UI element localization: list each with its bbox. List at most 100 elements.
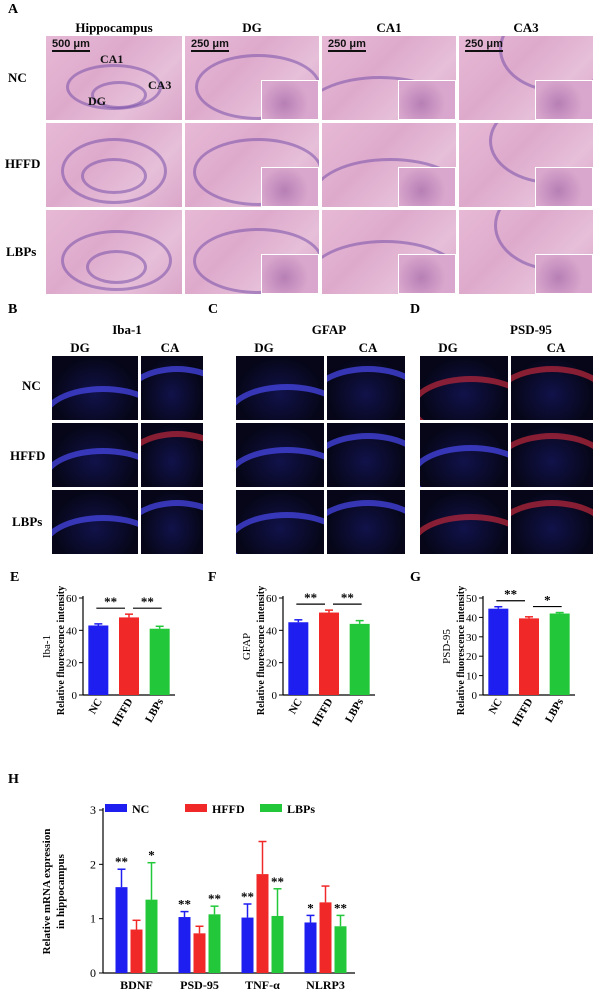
panel-c-col-dg: DG (254, 340, 274, 355)
y-tick-label: 2 (90, 857, 96, 871)
legend-label-lbps: LBPs (287, 802, 315, 816)
bar-hffd (193, 933, 206, 973)
significance-label: ** (115, 854, 128, 869)
panel-letter-b: B (8, 302, 18, 317)
significance-label: * (544, 593, 551, 608)
legend-swatch-hffd (185, 804, 207, 812)
x-tick-label: NLRP3 (306, 978, 345, 992)
region-label-ca3: CA3 (148, 78, 172, 92)
chart-g-psd95: 0 10 20 30 40 50 PSD-95 Relative fluorescence i… (441, 586, 575, 728)
y-axis-label: Relative fluorescence intensity (56, 586, 67, 715)
row-label-lbps: LBPs (6, 244, 37, 259)
he-image-hippocampus-nc: 500 μm CA1 CA3 DG (46, 36, 182, 120)
scale-bar: 250 μm (465, 38, 503, 52)
panel-letter-d: D (410, 302, 421, 317)
panel-letter-f: F (208, 570, 217, 585)
y-tick-label: 20 (66, 658, 78, 670)
significance-label: * (148, 848, 155, 863)
fluor-gfap-dg-lbps (236, 490, 324, 554)
significance-label: ** (504, 587, 517, 602)
bar-lbps (145, 899, 158, 973)
he-image-dg-hffd (185, 123, 319, 207)
panel-d-col-dg: DG (438, 340, 458, 355)
panel-c-title: GFAP (311, 322, 347, 337)
fluor-row-label-hffd: HFFD (10, 448, 46, 463)
bar-lbps (349, 623, 370, 695)
significance-label: ** (334, 900, 347, 915)
bar-nc (115, 887, 128, 973)
fluor-gfap-dg-hffd (236, 423, 324, 487)
y-tick-label: 0 (72, 690, 78, 702)
x-tick-label: NC (87, 696, 105, 716)
bar-hffd (319, 902, 332, 973)
fluor-gfap-ca-nc (327, 356, 405, 420)
panel-letter-h: H (8, 772, 19, 787)
fluor-psd95-dg-nc (420, 356, 508, 420)
panel-d-col-ca: CA (546, 340, 566, 355)
panel-b-title: Iba-1 (112, 322, 142, 337)
y-axis-label: Relative mRNA expression (41, 829, 53, 955)
col-header-ca1: CA1 (376, 20, 402, 35)
fluor-gfap-dg-nc (236, 356, 324, 420)
bar-hffd (256, 874, 269, 973)
significance-label: * (307, 900, 314, 915)
he-image-ca3-nc: 250 μm (459, 36, 593, 120)
panel-b-col-dg: DG (70, 340, 90, 355)
significance-label: ** (178, 897, 191, 912)
panel-letter-e: E (10, 570, 20, 585)
chart-e-iba1: 0 20 40 60 Iba-1 Relative fluorescence intens… (41, 586, 175, 728)
fluor-psd95-dg-lbps (420, 490, 508, 554)
x-tick-label: LBPs (143, 696, 167, 725)
he-image-hippocampus-lbps (46, 210, 182, 294)
fluor-iba1-dg-hffd (52, 423, 138, 487)
y-tick-label: 40 (466, 612, 478, 624)
x-tick-label: HFFD (510, 696, 535, 728)
he-image-dg-nc: 250 μm (185, 36, 319, 120)
row-label-nc: NC (8, 70, 27, 85)
y-axis-label-line2: in hippocampus (55, 853, 67, 929)
y-axis-label: Relative fluorescence intensity (456, 586, 467, 715)
y-tick-label: 0 (472, 690, 478, 702)
y-tick-label: 0 (90, 966, 96, 980)
y-axis-label-top: GFAP (241, 633, 253, 660)
x-tick-label: LBPs (343, 696, 367, 725)
bar-hffd (130, 929, 143, 973)
y-tick-label: 60 (266, 593, 278, 605)
x-tick-label: HFFD (110, 696, 135, 728)
panel-letter-a: A (8, 2, 19, 17)
fluor-gfap-ca-hffd (327, 423, 405, 487)
bar-nc (178, 917, 191, 973)
fluor-psd95-ca-nc (511, 356, 593, 420)
y-tick-label: 20 (266, 658, 278, 670)
bar-hffd (519, 618, 539, 695)
y-tick-label: 60 (66, 593, 78, 605)
chart-h-mrna: 0 1 2 3 Relative mRNA expression in hippocamp… (41, 802, 355, 992)
legend-swatch-lbps (260, 804, 282, 812)
bar-lbps (149, 628, 170, 695)
scale-bar: 250 μm (328, 38, 366, 52)
bar-nc (488, 608, 509, 695)
bar-nc (88, 625, 109, 695)
y-axis-label-top: Iba-1 (41, 635, 53, 658)
fluor-psd95-dg-hffd (420, 423, 508, 487)
x-tick-label: HFFD (310, 696, 335, 728)
x-tick-label: TNF-α (245, 978, 280, 992)
significance-label: ** (241, 889, 254, 904)
panel-c-col-ca: CA (358, 340, 378, 355)
bar-nc (288, 622, 309, 695)
significance-label: ** (341, 590, 354, 605)
significance-label: ** (141, 594, 154, 609)
scale-bar: 500 μm (52, 38, 90, 52)
bar-lbps (271, 915, 284, 973)
legend-label-nc: NC (132, 802, 149, 816)
bar-lbps (208, 914, 221, 973)
fluor-iba1-ca-nc (141, 356, 203, 420)
y-tick-label: 0 (272, 690, 278, 702)
fluor-psd95-ca-lbps (511, 490, 593, 554)
significance-label: ** (208, 891, 221, 906)
significance-label: ** (271, 874, 284, 889)
legend-swatch-nc (105, 804, 127, 812)
he-image-ca3-hffd (459, 123, 593, 207)
y-tick-label: 50 (466, 593, 478, 605)
y-tick-label: 30 (466, 632, 478, 644)
